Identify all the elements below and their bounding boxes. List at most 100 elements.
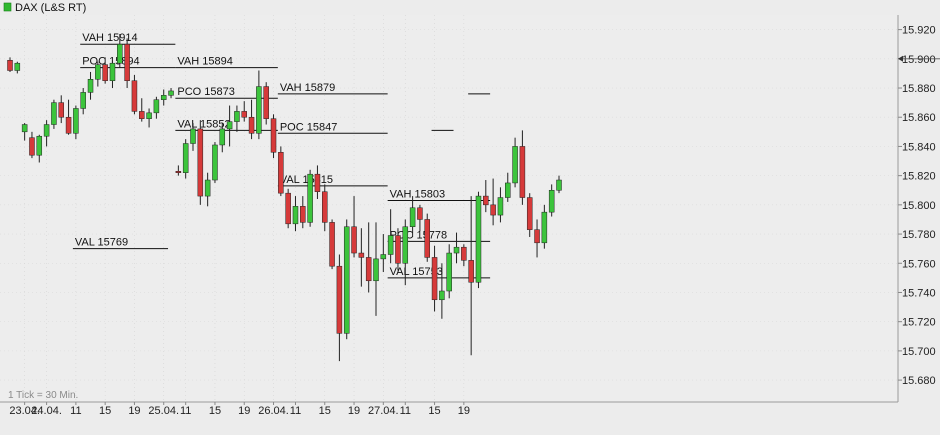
candle-up xyxy=(387,235,394,255)
candle-down xyxy=(526,197,533,230)
y-tick-label: 15.760 xyxy=(902,258,936,270)
candle-up xyxy=(307,173,313,223)
chart-title: DAX (L&S RT) xyxy=(15,2,86,14)
candle-up xyxy=(343,226,350,334)
x-tick-label: 19 xyxy=(458,405,470,417)
candle-up xyxy=(439,290,445,301)
candle-up xyxy=(14,62,21,71)
y-tick-label: 15.780 xyxy=(902,229,936,241)
level-label: VAL 15815 xyxy=(280,174,333,186)
candle-down xyxy=(395,235,401,264)
candle-up xyxy=(95,64,101,80)
candle-up xyxy=(190,128,196,144)
candle-up xyxy=(212,144,218,181)
candle-up xyxy=(453,246,460,254)
y-tick-label: 15.840 xyxy=(902,141,936,153)
candle-down xyxy=(131,80,138,112)
x-tick-label: 26.04. xyxy=(258,405,289,417)
y-tick-label: 15.880 xyxy=(902,83,936,95)
candle-up xyxy=(380,254,387,260)
y-tick-label: 15.800 xyxy=(902,200,936,212)
candle-down xyxy=(417,207,423,220)
candle-up xyxy=(373,258,379,282)
candle-down xyxy=(263,86,269,119)
candle-up xyxy=(497,197,504,216)
x-tick-label: 23.04. xyxy=(9,405,40,417)
candle-down xyxy=(351,226,357,254)
candle-up xyxy=(168,90,174,96)
candle-up xyxy=(51,102,57,125)
candle-down xyxy=(336,265,343,334)
candle-down xyxy=(534,229,540,244)
candle-down xyxy=(58,102,64,118)
x-tick-label: 15 xyxy=(319,405,331,417)
candle-up xyxy=(160,95,167,100)
candle-down xyxy=(124,43,130,81)
candle-up xyxy=(87,79,94,93)
candle-down xyxy=(270,118,277,153)
y-tick-label: 15.740 xyxy=(902,287,936,299)
candle-up xyxy=(475,195,482,283)
x-tick-label: 11 xyxy=(400,405,411,417)
candle-up xyxy=(204,179,211,197)
candle-down xyxy=(468,260,474,283)
candle-up xyxy=(109,62,116,81)
candle-up xyxy=(548,189,555,213)
candle-up xyxy=(117,43,123,64)
level-label: POC 15847 xyxy=(280,121,337,133)
candle-up xyxy=(541,211,548,244)
x-tick-label: 19 xyxy=(128,405,140,417)
candle-up xyxy=(182,143,189,173)
candle-down xyxy=(424,219,430,258)
level-label: VAL 15852 xyxy=(177,118,230,130)
candle-down xyxy=(519,146,526,198)
candle-down xyxy=(248,116,255,134)
candle-down xyxy=(300,206,306,223)
x-tick-label: 25.04. xyxy=(148,405,179,417)
candle-up xyxy=(73,108,79,134)
y-tick-label: 15.920 xyxy=(902,25,936,37)
candle-up xyxy=(219,128,226,146)
level-label: VAL 15753 xyxy=(390,266,443,278)
candle-up xyxy=(80,92,86,109)
tick-interval-note: 1 Tick = 30 Min. xyxy=(8,390,78,401)
candle-down xyxy=(65,116,72,134)
candle-up xyxy=(153,99,160,114)
y-tick-label: 15.900 xyxy=(902,54,936,66)
candle-up xyxy=(146,112,152,119)
y-tick-label: 15.720 xyxy=(902,317,936,329)
candle-down xyxy=(278,152,284,194)
candle-up xyxy=(402,226,409,264)
candle-up xyxy=(234,111,240,122)
y-tick-label: 15.820 xyxy=(902,171,936,183)
x-tick-label: 11 xyxy=(180,405,191,417)
candle-down xyxy=(314,173,321,192)
candle-down xyxy=(102,64,108,81)
candle-up xyxy=(226,121,233,130)
candle-down xyxy=(358,252,365,258)
candle-up xyxy=(556,179,562,191)
candle-up xyxy=(36,135,43,156)
candle-down xyxy=(490,204,496,216)
level-label: PCO 15873 xyxy=(177,86,234,98)
candle-down xyxy=(139,111,145,119)
candles xyxy=(7,33,562,362)
y-tick-label: 15.700 xyxy=(902,346,936,358)
x-tick-label: 15 xyxy=(99,405,111,417)
candle-down xyxy=(329,222,335,267)
x-tick-label: 24.04. xyxy=(31,405,62,417)
candle-down xyxy=(7,60,13,71)
candle-up xyxy=(292,206,299,225)
candle-down xyxy=(431,257,438,301)
x-tick-label: 11 xyxy=(290,405,301,417)
level-label: VAH 15894 xyxy=(177,56,232,68)
y-axis: 15.920 15.900 15.880 15.860 15.840 15.820 15.8… xyxy=(898,25,940,387)
candle-up xyxy=(43,124,50,137)
candle-down xyxy=(241,111,247,118)
candle-down xyxy=(322,191,328,223)
x-tick-label: 15 xyxy=(428,405,440,417)
level-label: VAH 15803 xyxy=(390,188,445,200)
x-tick-label: 19 xyxy=(238,405,250,417)
